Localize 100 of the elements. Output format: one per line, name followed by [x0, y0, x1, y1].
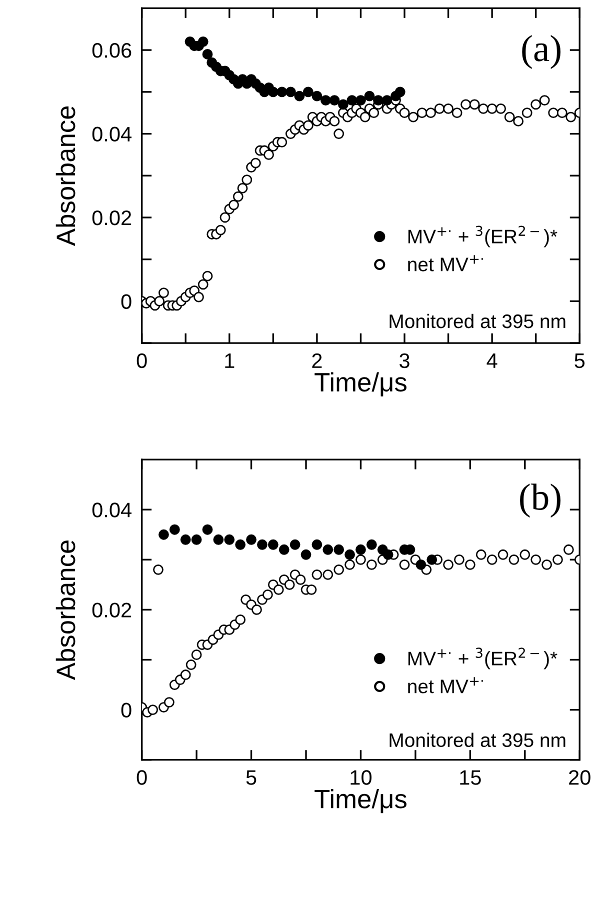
point — [268, 539, 278, 550]
point — [306, 584, 317, 595]
point — [312, 569, 322, 580]
point — [329, 95, 340, 106]
point — [180, 534, 191, 545]
point — [268, 86, 278, 98]
point — [498, 549, 508, 560]
point — [416, 559, 426, 570]
point — [356, 554, 366, 565]
point — [366, 559, 377, 570]
point — [169, 524, 180, 535]
point — [382, 549, 394, 560]
y-tick-label: 0.04 — [92, 502, 132, 518]
point — [158, 529, 169, 540]
point — [338, 99, 348, 110]
point — [530, 554, 542, 565]
point — [202, 524, 213, 535]
point — [399, 559, 410, 570]
point — [148, 704, 158, 716]
annotation: (b) — [520, 484, 560, 518]
point — [344, 549, 355, 560]
point — [153, 564, 164, 575]
point — [164, 697, 174, 708]
point — [198, 36, 208, 47]
y-tick-label: 0.04 — [92, 126, 132, 142]
point — [284, 579, 295, 590]
point — [295, 574, 306, 585]
x-tick-label: 5 — [574, 354, 585, 368]
x-tick-label: 15 — [460, 770, 481, 785]
x-tick-label: 1 — [225, 354, 234, 368]
point — [394, 86, 406, 98]
point — [191, 534, 202, 545]
y-axis-title: Absorbance — [56, 540, 76, 680]
point — [382, 95, 392, 106]
point — [552, 554, 563, 565]
point — [235, 614, 246, 625]
point — [563, 544, 574, 555]
point — [257, 539, 268, 550]
point — [186, 660, 196, 670]
point — [356, 95, 366, 106]
point — [312, 90, 322, 102]
point — [273, 584, 284, 595]
x-tick-label: 20 — [569, 770, 590, 785]
y-tick-label: 0.06 — [92, 43, 132, 58]
legend-label: net MV$^{+·}$ — [408, 677, 483, 694]
point — [290, 539, 300, 550]
point — [302, 86, 314, 98]
x-tick-label: 3 — [400, 353, 410, 368]
point — [202, 49, 213, 60]
point — [334, 564, 344, 575]
point — [373, 95, 384, 106]
point — [486, 554, 498, 565]
legend-label: MV$^{+·}$ + $^{3}$(ER$^{2−}$)* — [408, 226, 558, 248]
point — [356, 544, 366, 555]
y-tick-label: 0.02 — [92, 602, 132, 618]
point — [252, 604, 262, 615]
point — [426, 554, 438, 565]
point — [300, 549, 312, 560]
point — [276, 86, 288, 98]
point — [213, 534, 224, 545]
point — [235, 539, 246, 550]
point — [454, 554, 464, 565]
y-tick-label: 0 — [121, 702, 132, 718]
point — [366, 539, 377, 550]
x-tick-label: 10 — [350, 770, 372, 785]
point — [476, 549, 486, 560]
point — [520, 549, 530, 560]
point — [346, 95, 358, 106]
point — [542, 559, 552, 570]
y-axis-title: Absorbance — [56, 106, 76, 246]
point — [508, 554, 520, 565]
point — [262, 589, 273, 600]
x-tick-label: 5 — [246, 770, 256, 785]
x-axis-title: Time/μs — [314, 788, 406, 814]
point — [278, 544, 290, 555]
x-tick-label: 0 — [136, 353, 147, 368]
point — [191, 650, 202, 660]
point — [322, 569, 334, 580]
y-tick-label: 0.02 — [92, 210, 132, 226]
point — [320, 95, 331, 106]
x-tick-label: 0 — [136, 770, 147, 785]
point — [344, 559, 355, 570]
annotation: Monitored at 395 nm — [390, 314, 566, 328]
annotation: Monitored at 395 nm — [390, 732, 566, 748]
point — [334, 544, 344, 555]
point — [464, 559, 476, 570]
x-tick-label: 2 — [312, 353, 322, 368]
point — [443, 559, 454, 570]
y-tick-label: 0 — [121, 294, 132, 309]
point — [312, 539, 322, 550]
legend-label: net MV$^{+·}$ — [408, 255, 483, 272]
legend-label: MV$^{+·}$ + $^{3}$(ER$^{2−}$)* — [408, 648, 558, 670]
x-tick-label: 4 — [486, 354, 498, 368]
point — [294, 90, 305, 102]
point — [364, 90, 375, 102]
point — [224, 534, 235, 545]
point — [322, 544, 334, 555]
point — [180, 670, 191, 680]
x-axis-title: Time/μs — [314, 372, 406, 396]
annotation: (a) — [522, 34, 560, 69]
